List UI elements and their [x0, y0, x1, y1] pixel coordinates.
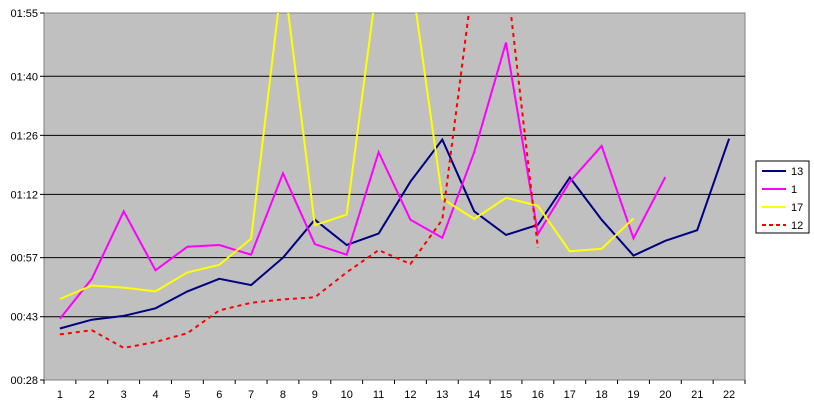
legend-label-1: 1	[791, 184, 797, 196]
x-tick-label: 14	[468, 389, 480, 401]
x-tick-label: 11	[373, 389, 384, 401]
x-tick-label: 6	[216, 389, 222, 401]
y-axis: 00:28 00:43 00:57 01:12 01:26 01:40 01:55	[10, 8, 44, 387]
y-tick-label: 00:57	[10, 253, 38, 265]
legend-label-12: 12	[791, 220, 803, 232]
y-tick-label: 01:40	[10, 71, 38, 83]
x-tick-label: 7	[248, 389, 254, 401]
x-tick-label: 16	[532, 389, 544, 401]
x-axis: 1 2 3 4 5 6 7 8 9 10 11 12 13 14 15 16 17 18 19 20 21 22	[43, 380, 746, 401]
series-line-13	[59, 137, 731, 330]
y-tick-label: 01:12	[10, 189, 38, 201]
x-tick-label: 5	[184, 389, 190, 401]
legend-label-13: 13	[791, 166, 803, 178]
plot-area	[43, 12, 746, 381]
x-tick-label: 1	[57, 389, 63, 401]
x-tick-label: 10	[341, 389, 353, 401]
x-tick-label: 8	[280, 389, 286, 401]
x-tick-label: 13	[436, 389, 448, 401]
gridlines	[44, 75, 745, 318]
x-tick-label: 4	[152, 389, 158, 401]
y-tick-label: 00:43	[10, 312, 38, 324]
x-tick-label: 22	[723, 389, 735, 401]
x-tick-label: 20	[659, 389, 671, 401]
legend: 13 1 17 12	[755, 160, 810, 234]
series-line-1	[59, 42, 667, 320]
x-tick-label: 19	[627, 389, 639, 401]
x-tick-label: 9	[312, 389, 318, 401]
x-tick-label: 3	[121, 389, 127, 401]
series-line-17	[59, 13, 635, 300]
y-tick-label: 01:55	[10, 8, 38, 20]
y-tick-label: 00:28	[10, 375, 38, 387]
y-tick-label: 01:26	[10, 130, 38, 142]
x-tick-label: 12	[404, 389, 416, 401]
x-tick-label: 2	[89, 389, 95, 401]
legend-label-17: 17	[791, 202, 803, 214]
x-tick-label: 17	[564, 389, 576, 401]
x-tick-label: 18	[595, 389, 607, 401]
series-group	[59, 13, 731, 349]
x-tick-label: 21	[691, 389, 703, 401]
legend-box	[755, 160, 810, 234]
x-tick-label: 15	[500, 389, 512, 401]
